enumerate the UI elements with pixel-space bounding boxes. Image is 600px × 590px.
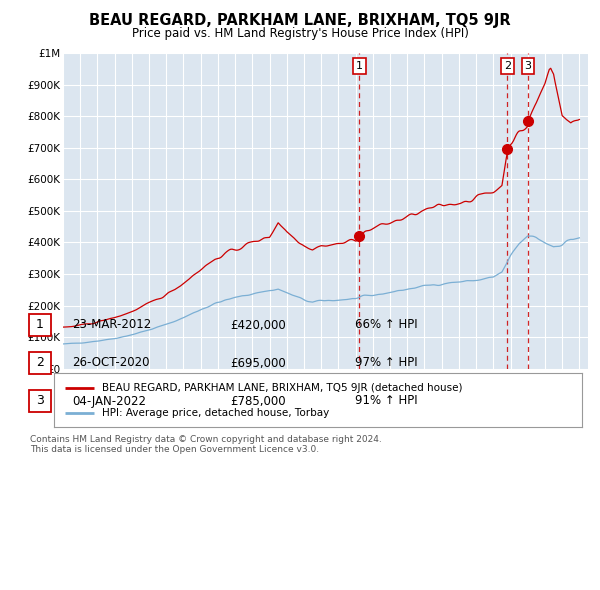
FancyBboxPatch shape <box>29 352 51 374</box>
Text: 2: 2 <box>36 356 44 369</box>
Text: 3: 3 <box>524 61 532 71</box>
Text: BEAU REGARD, PARKHAM LANE, BRIXHAM, TQ5 9JR: BEAU REGARD, PARKHAM LANE, BRIXHAM, TQ5 … <box>89 13 511 28</box>
Text: 23-MAR-2012: 23-MAR-2012 <box>72 319 151 332</box>
Text: 1: 1 <box>36 319 44 332</box>
Text: £420,000: £420,000 <box>230 319 286 332</box>
Text: 04-JAN-2022: 04-JAN-2022 <box>72 395 146 408</box>
Text: £695,000: £695,000 <box>230 356 286 369</box>
Text: 3: 3 <box>36 395 44 408</box>
Text: £785,000: £785,000 <box>230 395 286 408</box>
FancyBboxPatch shape <box>29 390 51 412</box>
Text: 66% ↑ HPI: 66% ↑ HPI <box>355 319 418 332</box>
Text: Contains HM Land Registry data © Crown copyright and database right 2024.
This d: Contains HM Land Registry data © Crown c… <box>30 435 382 454</box>
Text: 1: 1 <box>356 61 363 71</box>
Text: HPI: Average price, detached house, Torbay: HPI: Average price, detached house, Torb… <box>101 408 329 418</box>
Text: 2: 2 <box>504 61 511 71</box>
Text: 97% ↑ HPI: 97% ↑ HPI <box>355 356 418 369</box>
Text: BEAU REGARD, PARKHAM LANE, BRIXHAM, TQ5 9JR (detached house): BEAU REGARD, PARKHAM LANE, BRIXHAM, TQ5 … <box>101 382 462 392</box>
Text: 91% ↑ HPI: 91% ↑ HPI <box>355 395 418 408</box>
FancyBboxPatch shape <box>29 314 51 336</box>
Text: 26-OCT-2020: 26-OCT-2020 <box>72 356 149 369</box>
Text: Price paid vs. HM Land Registry's House Price Index (HPI): Price paid vs. HM Land Registry's House … <box>131 27 469 40</box>
